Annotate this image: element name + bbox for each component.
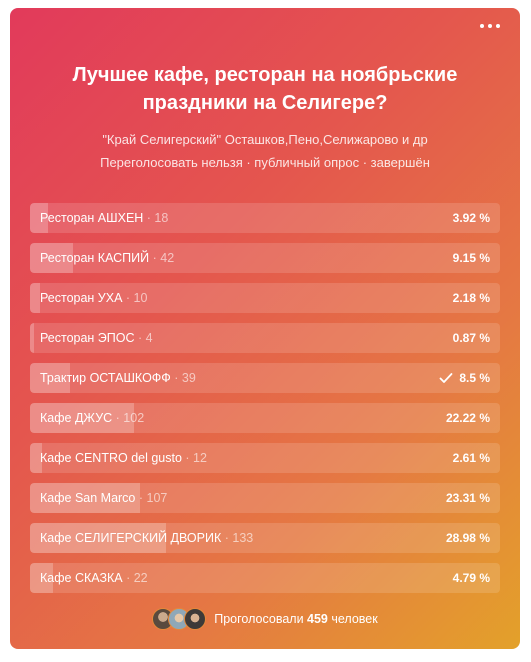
option-label: Кафе ДЖУС · 102 [40, 403, 144, 433]
option-name: Кафе СКАЗКА [40, 571, 123, 585]
total-votes-count: 459 [307, 612, 328, 626]
option-percent: 22.22 % [445, 411, 490, 425]
option-label: Кафе San Marco · 107 [40, 483, 167, 513]
poll-option[interactable]: Ресторан АШХЕН · 18 3.92 % [30, 203, 500, 233]
option-name: Ресторан ЭПОС [40, 331, 135, 345]
option-percent: 8.5 % [459, 371, 490, 385]
poll-option[interactable]: Ресторан УХА · 10 2.18 % [30, 283, 500, 313]
option-label: Ресторан ЭПОС · 4 [40, 323, 153, 353]
option-name: Ресторан КАСПИЙ [40, 251, 150, 265]
option-fill-bar [30, 363, 70, 393]
option-percent-wrap: 23.31 % [446, 483, 490, 513]
option-fill-bar [30, 483, 140, 513]
option-name: Кафе СЕЛИГЕРСКИЙ ДВОРИК [40, 531, 222, 545]
poll-option[interactable]: Кафе ДЖУС · 102 22.22 % [30, 403, 500, 433]
poll-option[interactable]: Кафе San Marco · 107 23.31 % [30, 483, 500, 513]
poll-subtitle: "Край Селигерский" Осташков,Пено,Селижар… [102, 132, 428, 147]
option-percent-wrap: 4.79 % [453, 563, 490, 593]
option-label: Ресторан АШХЕН · 18 [40, 203, 168, 233]
option-vote-count: · 42 [149, 251, 175, 265]
poll-meta: Переголосовать нельзя · публичный опрос … [100, 155, 430, 170]
option-percent: 28.98 % [445, 531, 490, 545]
option-name: Кафе ДЖУС [40, 411, 113, 425]
option-percent: 23.31 % [445, 491, 490, 505]
option-fill-bar [30, 443, 43, 473]
poll-card: Лучшее кафе, ресторан на ноябрьские праз… [10, 8, 520, 649]
option-fill-bar [30, 283, 41, 313]
option-vote-count: · 4 [134, 331, 153, 345]
total-votes-text: Проголосовали 459 человек [214, 612, 377, 626]
option-percent-wrap: 8.5 % [439, 363, 490, 393]
option-label: Кафе СЕЛИГЕРСКИЙ ДВОРИК · 133 [40, 523, 253, 553]
option-percent-wrap: 28.98 % [446, 523, 490, 553]
option-label: Кафе CENTRO del gusto · 12 [40, 443, 207, 473]
poll-footer: Проголосовали 459 человек [10, 607, 520, 631]
option-vote-count: · 12 [181, 451, 207, 465]
option-fill-bar [30, 403, 135, 433]
option-vote-count: · 39 [170, 371, 196, 385]
option-percent: 0.87 % [452, 331, 490, 345]
total-votes-suffix: человек [327, 612, 378, 626]
option-percent: 4.79 % [452, 571, 490, 585]
option-label: Ресторан УХА · 10 [40, 283, 147, 313]
option-percent-wrap: 2.61 % [453, 443, 490, 473]
poll-option[interactable]: Кафе СЕЛИГЕРСКИЙ ДВОРИК · 133 28.98 % [30, 523, 500, 553]
option-vote-count: · 133 [221, 531, 254, 545]
poll-title: Лучшее кафе, ресторан на ноябрьские праз… [72, 64, 458, 114]
option-label: Трактир ОСТАШКОФФ · 39 [40, 363, 196, 393]
option-fill-bar [30, 243, 73, 273]
poll-option[interactable]: Ресторан КАСПИЙ · 42 9.15 % [30, 243, 500, 273]
voter-avatars[interactable] [152, 608, 207, 630]
avatar[interactable] [184, 608, 207, 630]
option-percent-wrap: 3.92 % [453, 203, 490, 233]
option-label: Ресторан КАСПИЙ · 42 [40, 243, 174, 273]
more-dots-icon[interactable] [480, 22, 500, 30]
option-vote-count: · 102 [112, 411, 145, 425]
poll-option[interactable]: Ресторан ЭПОС · 4 0.87 % [30, 323, 500, 353]
check-icon [439, 373, 453, 383]
option-name: Трактир ОСТАШКОФФ [40, 371, 171, 385]
option-percent: 3.92 % [452, 211, 490, 225]
option-name: Кафе San Marco [40, 491, 136, 505]
option-vote-count: · 18 [143, 211, 169, 225]
option-percent: 2.18 % [452, 291, 490, 305]
poll-option[interactable]: Кафе CENTRO del gusto · 12 2.61 % [30, 443, 500, 473]
option-percent-wrap: 0.87 % [453, 323, 490, 353]
option-percent-wrap: 2.18 % [453, 283, 490, 313]
option-fill-bar [30, 523, 167, 553]
poll-options: Ресторан АШХЕН · 18 3.92 % Ресторан КАСПИЙ… [30, 203, 500, 603]
option-percent-wrap: 9.15 % [453, 243, 490, 273]
option-vote-count: · 10 [122, 291, 148, 305]
option-vote-count: · 22 [122, 571, 148, 585]
option-name: Ресторан УХА [40, 291, 123, 305]
option-name: Кафе CENTRO del gusto [40, 451, 182, 465]
total-votes-prefix: Проголосовали [214, 612, 308, 626]
option-fill-bar [30, 203, 49, 233]
option-percent: 2.61 % [452, 451, 490, 465]
option-label: Кафе СКАЗКА · 22 [40, 563, 148, 593]
poll-option[interactable]: Трактир ОСТАШКОФФ · 39 8.5 % [30, 363, 500, 393]
option-fill-bar [30, 563, 53, 593]
option-percent: 9.15 % [452, 251, 490, 265]
option-percent-wrap: 22.22 % [446, 403, 490, 433]
option-fill-bar [30, 323, 35, 353]
option-vote-count: · 107 [135, 491, 168, 505]
poll-option[interactable]: Кафе СКАЗКА · 22 4.79 % [30, 563, 500, 593]
option-name: Ресторан АШХЕН [40, 211, 144, 225]
